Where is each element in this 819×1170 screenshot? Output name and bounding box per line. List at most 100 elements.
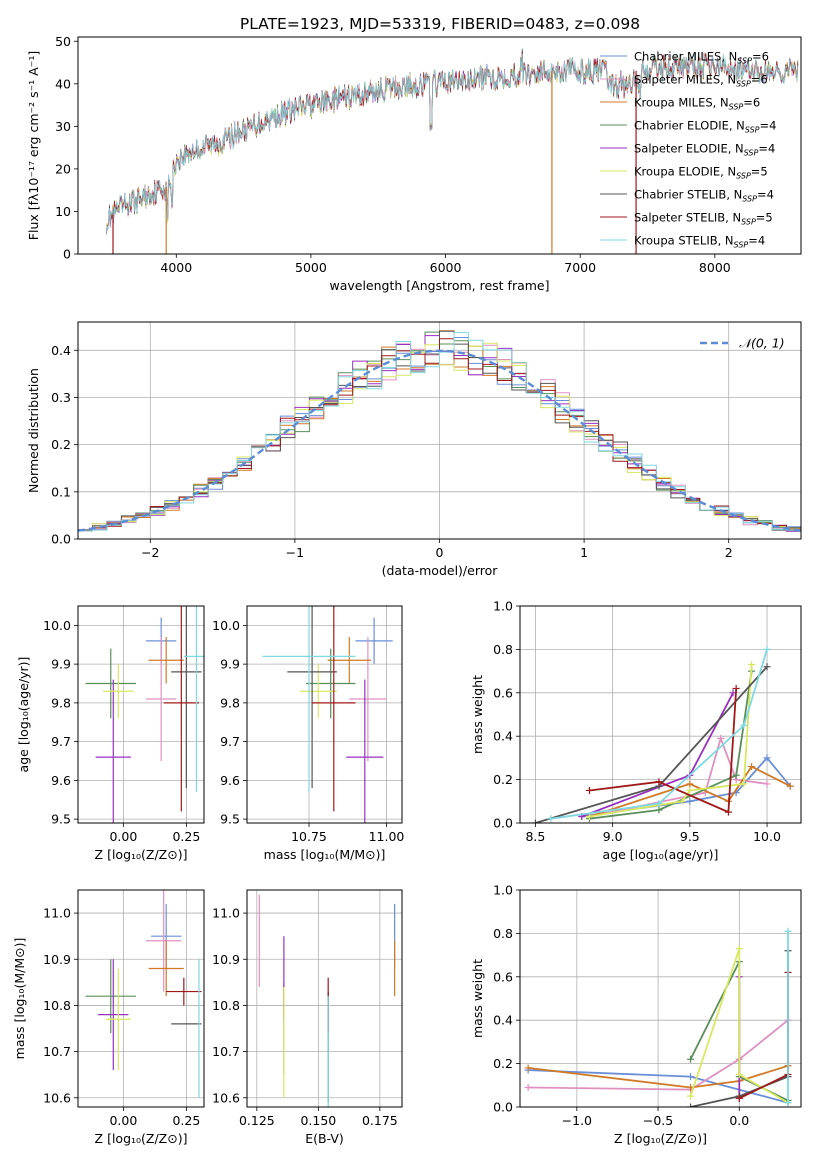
point-chabrier-elodie <box>305 648 356 719</box>
weight-marker <box>784 927 792 935</box>
y-tick-label: 20 <box>55 161 71 176</box>
weight-vs-age-ylabel: mass weight <box>470 675 485 754</box>
point-salpeter-stelib <box>163 606 199 812</box>
weight-marker <box>732 771 740 779</box>
age-vs-Z-frame: 0.00 0.25 9.5 9.6 9.7 9.8 9.9 10.0 Z [log₁₀(Z/Z⊙… <box>16 605 205 862</box>
point-salpeter-stelib <box>166 977 202 1006</box>
y-tick-label: 10.6 <box>43 1090 71 1105</box>
x-tick-label: 1 <box>580 545 588 560</box>
legend-text: Kroupa STELIB, N <box>634 234 734 248</box>
legend-subscript: SSP <box>745 126 760 135</box>
spectrum-plot <box>105 48 799 254</box>
weight-series-salpeter-miles <box>585 734 771 820</box>
weight-marker <box>763 754 771 762</box>
y-tick-label: 0.2 <box>51 437 71 452</box>
legend-entry: Kroupa STELIB, NSSP=4 <box>634 234 765 250</box>
x-tick-label: 5000 <box>295 260 327 275</box>
legend-entry: Kroupa MILES, NSSP=6 <box>634 96 760 112</box>
point-salpeter-elodie <box>98 959 129 1071</box>
y-tick-label: 9.8 <box>220 695 240 710</box>
normal-curve <box>78 349 801 532</box>
x-tick-label: 6000 <box>430 260 462 275</box>
legend-nssp: =6 <box>752 50 769 64</box>
weight-marker <box>724 808 732 816</box>
weight-marker <box>655 806 663 814</box>
weight-marker <box>735 1094 743 1102</box>
x-tick-label: 8000 <box>699 260 731 275</box>
weight-vs-Z-axes <box>520 889 801 1108</box>
weight-marker <box>687 1055 695 1063</box>
point-kroupa-miles <box>148 637 184 684</box>
mass-vs-Z-ylabel: mass [log₁₀(M/M⊙)] <box>12 938 27 1060</box>
point-kroupa-elodie <box>105 968 131 1071</box>
weight-marker <box>740 780 748 788</box>
legend-subscript: SSP <box>736 172 751 181</box>
weight-series-kroupa-stelib <box>547 645 771 823</box>
weight-marker <box>655 799 663 807</box>
point-salpeter-elodie <box>346 679 384 823</box>
y-tick-label: 0.0 <box>493 816 513 831</box>
y-tick-label: 11.0 <box>212 906 240 921</box>
point-salpeter-miles <box>146 890 182 992</box>
x-tick-label: 10.75 <box>291 829 327 844</box>
legend-entry: Salpeter MILES, NSSP=6 <box>634 73 768 89</box>
legend-subscript: SSP <box>736 80 751 89</box>
mass-vs-ebv-axes <box>247 890 402 1107</box>
spectrum-border <box>77 36 802 255</box>
legend-nssp: =6 <box>751 73 768 87</box>
residuals-plot <box>78 330 801 532</box>
legend-nssp: =4 <box>748 234 765 248</box>
x-tick-label: 9.0 <box>603 829 623 844</box>
legend-entry: Chabrier STELIB, NSSP=4 <box>634 188 774 204</box>
y-tick-label: 1.0 <box>493 883 513 898</box>
weight-series-chabrier-stelib <box>531 663 771 823</box>
x-tick-label: 0.25 <box>172 829 200 844</box>
legend-subscript: SSP <box>742 195 757 204</box>
legend-entry: Chabrier MILES, NSSP=6 <box>634 50 769 66</box>
x-tick-label: 10.0 <box>753 829 781 844</box>
x-tick-label: 0.00 <box>109 1113 137 1128</box>
point-salpeter-stelib <box>312 606 356 812</box>
mass-vs-Z-frame: 0.00 0.25 10.6 10.7 10.8 10.9 11.0 Z [log₁₀(Z/Z… <box>12 889 205 1146</box>
x-tick-label: 0.150 <box>300 1113 336 1128</box>
legend-text: Salpeter MILES, N <box>634 73 736 87</box>
residuals-ylabel: Normed distribution <box>26 368 41 493</box>
legend-nssp: =5 <box>756 211 773 225</box>
y-tick-label: 9.9 <box>220 657 240 672</box>
y-tick-label: 10.7 <box>43 1044 71 1059</box>
point-chabrier-stelib <box>287 606 337 789</box>
legend-text: Salpeter ELODIE, N <box>634 142 744 156</box>
x-tick-label: 0 <box>436 545 444 560</box>
weight-marker <box>524 1064 532 1072</box>
mass-vs-ebv-border <box>246 889 403 1108</box>
legend-text: Chabrier ELODIE, N <box>634 119 745 133</box>
weight-line <box>527 1064 789 1089</box>
y-tick-label: 30 <box>55 119 71 134</box>
x-tick-label: −1.0 <box>562 1113 592 1128</box>
x-tick-label: 8.5 <box>525 829 545 844</box>
x-tick-label: 7000 <box>564 260 596 275</box>
point-salpeter-miles <box>349 637 387 761</box>
age-vs-mass-plot <box>262 606 393 823</box>
weight-vs-age-axes <box>520 605 801 824</box>
legend-subscript: SSP <box>734 241 749 250</box>
y-tick-label: 10.0 <box>43 618 71 633</box>
legend-nssp: =4 <box>760 119 777 133</box>
weight-marker <box>686 786 694 794</box>
legend-subscript: SSP <box>744 149 759 158</box>
spectrum-frame: 4000 5000 6000 7000 8000 0 10 20 30 40 50 wavelengt… <box>26 34 802 293</box>
weight-marker <box>732 684 740 692</box>
x-tick-label: 0.175 <box>362 1113 398 1128</box>
age-vs-mass-axes <box>247 606 402 823</box>
weight-vs-Z-border <box>519 889 802 1108</box>
weight-line <box>528 1019 789 1091</box>
weight-vs-Z-plot <box>524 927 792 1107</box>
point-chabrier-elodie <box>85 648 136 719</box>
y-tick-label: 0.8 <box>493 642 513 657</box>
weight-marker <box>678 797 686 805</box>
weight-marker <box>655 778 663 786</box>
mass-vs-ebv-plot <box>258 894 396 1107</box>
legend-entry: Salpeter STELIB, NSSP=5 <box>634 211 773 227</box>
weight-vs-age-plot <box>531 645 794 823</box>
mass-vs-ebv-xlabel: E(B-V) <box>305 1131 344 1146</box>
